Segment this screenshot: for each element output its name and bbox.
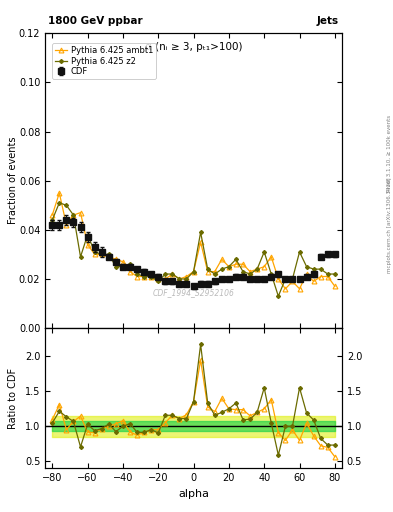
- Pythia 6.425 ambt1: [107, 254, 111, 260]
- Pythia 6.425 z2: [304, 264, 309, 270]
- Pythia 6.425 z2: [248, 271, 252, 277]
- Text: mcplots.cern.ch [arXiv:1306.3436]: mcplots.cern.ch [arXiv:1306.3436]: [387, 178, 392, 273]
- Pythia 6.425 ambt1: [99, 251, 104, 258]
- Pythia 6.425 ambt1: [198, 239, 203, 245]
- X-axis label: alpha: alpha: [178, 489, 209, 499]
- Text: Rivet 3.1.10, ≥ 100k events: Rivet 3.1.10, ≥ 100k events: [387, 115, 392, 192]
- Pythia 6.425 z2: [121, 264, 125, 270]
- Pythia 6.425 ambt1: [78, 209, 83, 216]
- Pythia 6.425 ambt1: [325, 273, 330, 280]
- Pythia 6.425 z2: [297, 249, 302, 255]
- Pythia 6.425 z2: [107, 251, 111, 258]
- Pythia 6.425 ambt1: [304, 271, 309, 277]
- Pythia 6.425 z2: [64, 202, 69, 208]
- Pythia 6.425 z2: [78, 254, 83, 260]
- Pythia 6.425 ambt1: [64, 222, 69, 228]
- Pythia 6.425 ambt1: [85, 242, 90, 248]
- Y-axis label: Ratio to CDF: Ratio to CDF: [9, 368, 18, 429]
- Pythia 6.425 ambt1: [205, 268, 210, 274]
- Pythia 6.425 z2: [269, 271, 274, 277]
- Pythia 6.425 z2: [71, 212, 76, 218]
- Pythia 6.425 z2: [57, 200, 62, 206]
- Pythia 6.425 ambt1: [177, 276, 182, 282]
- Pythia 6.425 z2: [332, 271, 337, 277]
- Pythia 6.425 z2: [142, 273, 147, 280]
- Pythia 6.425 z2: [311, 266, 316, 272]
- Pythia 6.425 ambt1: [92, 251, 97, 258]
- Pythia 6.425 z2: [212, 271, 217, 277]
- Pythia 6.425 z2: [177, 276, 182, 282]
- Pythia 6.425 z2: [198, 229, 203, 236]
- Pythia 6.425 z2: [191, 268, 196, 274]
- Pythia 6.425 z2: [262, 249, 266, 255]
- Pythia 6.425 ambt1: [135, 273, 140, 280]
- Pythia 6.425 z2: [50, 217, 55, 223]
- Pythia 6.425 ambt1: [57, 190, 62, 196]
- Pythia 6.425 ambt1: [283, 286, 288, 292]
- Pythia 6.425 z2: [276, 293, 281, 299]
- Pythia 6.425 ambt1: [290, 279, 295, 285]
- Pythia 6.425 z2: [283, 276, 288, 282]
- Pythia 6.425 z2: [233, 256, 238, 262]
- Pythia 6.425 ambt1: [149, 273, 154, 280]
- Pythia 6.425 ambt1: [269, 254, 274, 260]
- Pythia 6.425 z2: [219, 266, 224, 272]
- Pythia 6.425 ambt1: [226, 264, 231, 270]
- Pythia 6.425 ambt1: [219, 256, 224, 262]
- Pythia 6.425 z2: [99, 251, 104, 258]
- Pythia 6.425 ambt1: [311, 279, 316, 285]
- Pythia 6.425 ambt1: [262, 264, 266, 270]
- Pythia 6.425 z2: [92, 249, 97, 255]
- Pythia 6.425 z2: [149, 273, 154, 280]
- Pythia 6.425 ambt1: [142, 273, 147, 280]
- Text: Jets: Jets: [317, 16, 339, 26]
- Pythia 6.425 ambt1: [50, 212, 55, 218]
- Pythia 6.425 z2: [156, 279, 161, 285]
- Pythia 6.425 ambt1: [233, 261, 238, 267]
- Pythia 6.425 ambt1: [191, 268, 196, 274]
- Pythia 6.425 ambt1: [332, 283, 337, 289]
- Pythia 6.425 ambt1: [318, 273, 323, 280]
- Pythia 6.425 ambt1: [71, 212, 76, 218]
- Pythia 6.425 z2: [128, 261, 132, 267]
- Pythia 6.425 ambt1: [128, 268, 132, 274]
- Pythia 6.425 z2: [241, 268, 245, 274]
- Pythia 6.425 z2: [205, 266, 210, 272]
- Pythia 6.425 z2: [163, 271, 168, 277]
- Pythia 6.425 z2: [325, 271, 330, 277]
- Pythia 6.425 ambt1: [156, 276, 161, 282]
- Pythia 6.425 z2: [318, 266, 323, 272]
- Pythia 6.425 ambt1: [163, 276, 168, 282]
- Y-axis label: Fraction of events: Fraction of events: [9, 137, 18, 224]
- Legend: Pythia 6.425 ambt1, Pythia 6.425 z2, CDF: Pythia 6.425 ambt1, Pythia 6.425 z2, CDF: [52, 44, 156, 79]
- Pythia 6.425 z2: [114, 264, 118, 270]
- Text: CDF_1994_S2952106: CDF_1994_S2952106: [152, 288, 235, 297]
- Pythia 6.425 ambt1: [121, 259, 125, 265]
- Pythia 6.425 ambt1: [248, 268, 252, 274]
- Line: Pythia 6.425 z2: Pythia 6.425 z2: [51, 201, 336, 297]
- Text: α (nᵢ ≥ 3, pₜ₁>100): α (nᵢ ≥ 3, pₜ₁>100): [145, 42, 242, 52]
- Pythia 6.425 ambt1: [297, 286, 302, 292]
- Pythia 6.425 ambt1: [241, 261, 245, 267]
- Line: Pythia 6.425 ambt1: Pythia 6.425 ambt1: [50, 190, 337, 291]
- Pythia 6.425 z2: [85, 231, 90, 238]
- Text: 1800 GeV ppbar: 1800 GeV ppbar: [48, 16, 143, 26]
- Pythia 6.425 ambt1: [114, 256, 118, 262]
- Pythia 6.425 ambt1: [212, 268, 217, 274]
- Pythia 6.425 z2: [170, 271, 175, 277]
- Pythia 6.425 ambt1: [276, 276, 281, 282]
- Pythia 6.425 ambt1: [184, 273, 189, 280]
- Pythia 6.425 z2: [255, 266, 259, 272]
- Pythia 6.425 z2: [226, 264, 231, 270]
- Pythia 6.425 z2: [184, 276, 189, 282]
- Pythia 6.425 z2: [135, 271, 140, 277]
- Pythia 6.425 ambt1: [170, 271, 175, 277]
- Pythia 6.425 z2: [290, 276, 295, 282]
- Pythia 6.425 ambt1: [255, 266, 259, 272]
